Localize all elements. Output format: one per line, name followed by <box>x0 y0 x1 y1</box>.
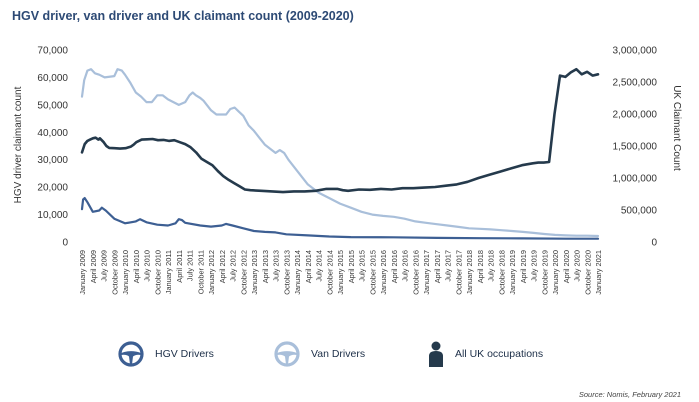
x-tick-label: July 2013 <box>272 250 281 282</box>
right-tick-label: 3,000,000 <box>613 46 658 57</box>
x-tick-label: January 2012 <box>207 250 216 295</box>
series-line-all-uk-occupations <box>80 67 600 194</box>
x-tick-label: July 2010 <box>143 250 152 282</box>
right-axis-label: UK Claimant Count <box>671 85 682 171</box>
left-tick-label: 40,000 <box>37 128 68 139</box>
x-tick-label: October 2010 <box>153 250 162 295</box>
x-tick-label: October 2018 <box>497 250 506 295</box>
x-tick-label: July 2016 <box>401 250 410 282</box>
left-tick-label: 70,000 <box>37 46 68 57</box>
legend-label-hgv: HGV Drivers <box>155 348 214 360</box>
x-tick-label: October 2009 <box>110 250 119 295</box>
left-tick-label: 30,000 <box>37 155 68 166</box>
x-tick-label: April 2020 <box>562 250 571 283</box>
x-tick-label: January 2014 <box>293 250 302 295</box>
x-tick-label: January 2015 <box>336 250 345 295</box>
x-tick-label: January 2019 <box>508 250 517 295</box>
x-tick-label: October 2012 <box>239 250 248 295</box>
x-tick-label: April 2014 <box>304 250 313 283</box>
right-tick-label: 1,500,000 <box>613 142 658 153</box>
x-tick-label: January 2009 <box>78 250 87 295</box>
x-tick-label: October 2013 <box>282 250 291 295</box>
left-tick-label: 50,000 <box>37 100 68 111</box>
steering-wheel-icon <box>274 341 300 367</box>
x-tick-label: October 2020 <box>583 250 592 295</box>
left-tick-label: 0 <box>62 238 68 249</box>
x-tick-label: October 2011 <box>196 250 205 294</box>
x-tick-label: January 2020 <box>551 250 560 295</box>
x-tick-label: July 2018 <box>487 250 496 282</box>
x-tick-label: April 2012 <box>218 250 227 283</box>
right-axis-ticks: 0 500,000 1,000,000 1,500,000 2,000,000 2,500… <box>613 46 658 249</box>
x-tick-label: April 2019 <box>519 250 528 283</box>
x-tick-label: October 2015 <box>368 250 377 295</box>
x-tick-label: January 2010 <box>121 250 130 295</box>
x-tick-label: July 2012 <box>229 250 238 282</box>
x-tick-label: July 2020 <box>573 250 582 282</box>
legend-label-uk: All UK occupations <box>455 348 544 360</box>
steering-wheel-icon <box>118 341 144 367</box>
x-tick-label: January 2011 <box>164 250 173 294</box>
x-tick-label: April 2017 <box>433 250 442 283</box>
legend-item-hgv: HGV Drivers <box>117 340 214 368</box>
left-tick-label: 60,000 <box>37 73 68 84</box>
legend-item-uk: All UK occupations <box>427 340 543 368</box>
x-tick-label: April 2016 <box>390 250 399 283</box>
source-note: Source: Nomis, February 2021 <box>578 390 681 399</box>
x-tick-label: January 2016 <box>379 250 388 295</box>
x-tick-label: April 2011 <box>175 250 184 283</box>
x-tick-label: April 2010 <box>132 250 141 283</box>
right-tick-label: 1,000,000 <box>613 174 658 185</box>
legend-item-van: Van Drivers <box>273 340 365 368</box>
left-axis-ticks: 0 10,000 20,000 30,000 40,000 50,000 60,000 70,… <box>37 46 68 249</box>
x-tick-label: October 2014 <box>325 250 334 295</box>
right-tick-label: 0 <box>651 238 657 249</box>
x-tick-label: July 2011 <box>186 250 195 281</box>
series-line-van-drivers <box>80 68 600 238</box>
x-axis-ticks: January 2009 April 2009 July 2009 October 2… <box>78 250 603 295</box>
line-chart: 0 10,000 20,000 30,000 40,000 50,000 60,000 70,… <box>13 46 682 295</box>
x-tick-label: April 2015 <box>347 250 356 283</box>
right-tick-label: 2,500,000 <box>613 78 658 89</box>
x-tick-label: July 2019 <box>530 250 539 282</box>
series-lines <box>80 67 600 240</box>
left-tick-label: 20,000 <box>37 183 68 194</box>
x-tick-label: April 2018 <box>476 250 485 283</box>
right-tick-label: 2,000,000 <box>613 110 658 121</box>
x-tick-label: October 2017 <box>454 250 463 295</box>
x-tick-label: January 2018 <box>465 250 474 295</box>
person-icon <box>429 341 443 367</box>
series-line-hgv-drivers <box>80 197 600 240</box>
chart-title: HGV driver, van driver and UK claimant c… <box>12 9 354 23</box>
x-tick-label: January 2013 <box>250 250 259 295</box>
x-tick-label: January 2017 <box>422 250 431 295</box>
legend: HGV Drivers Van Drivers All UK occupatio… <box>0 340 699 376</box>
legend-label-van: Van Drivers <box>311 348 366 360</box>
x-tick-label: July 2017 <box>444 250 453 282</box>
x-tick-label: April 2009 <box>89 250 98 283</box>
x-tick-label: October 2019 <box>540 250 549 295</box>
right-tick-label: 500,000 <box>621 206 658 217</box>
x-tick-label: July 2014 <box>315 250 324 282</box>
left-axis-label: HGV driver claimant count <box>13 86 24 203</box>
x-tick-label: July 2015 <box>358 250 367 282</box>
x-tick-label: July 2009 <box>100 250 109 282</box>
x-tick-label: October 2016 <box>411 250 420 295</box>
x-tick-label: April 2013 <box>261 250 270 283</box>
left-tick-label: 10,000 <box>37 210 68 221</box>
x-tick-label: January 2021 <box>594 250 603 295</box>
